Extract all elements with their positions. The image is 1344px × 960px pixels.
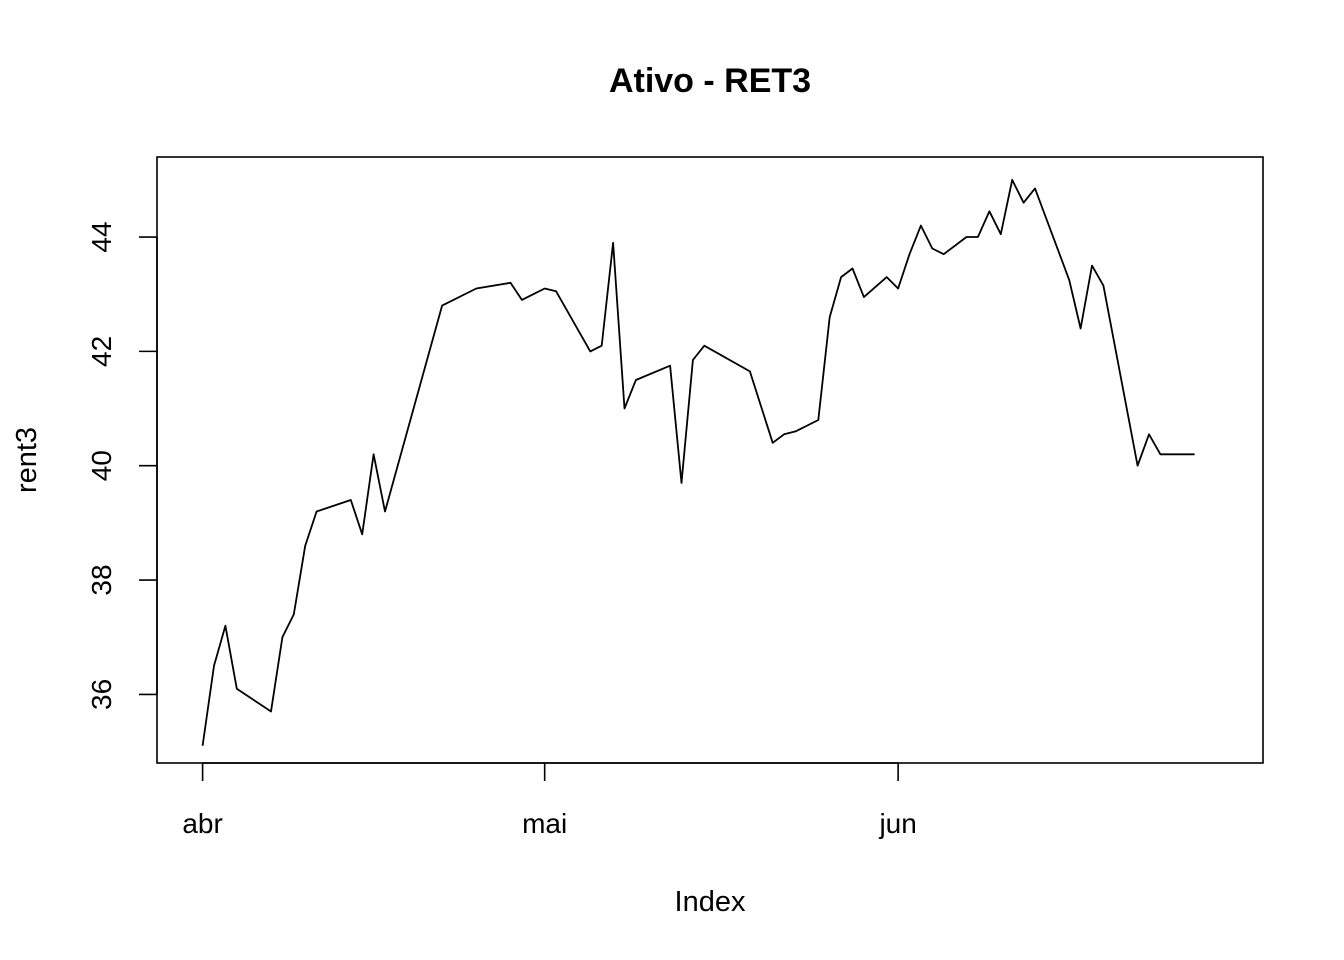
x-tick-label: jun <box>878 808 916 839</box>
y-tick-label: 44 <box>86 221 117 252</box>
x-axis: abr mai jun <box>182 762 917 839</box>
series-line <box>201 178 1195 746</box>
y-axis-label: rent3 <box>11 427 43 493</box>
series-layer <box>201 178 1195 746</box>
x-axis-label: Index <box>675 886 746 918</box>
y-tick-label: 38 <box>86 564 117 595</box>
x-tick-label: mai <box>522 808 567 839</box>
chart-title: Ativo - RET3 <box>609 62 811 100</box>
y-axis: 36 38 40 42 44 <box>86 221 158 710</box>
y-tick-label: 42 <box>86 336 117 367</box>
plot-frame <box>156 156 1264 764</box>
x-tick-label: abr <box>182 808 222 839</box>
y-tick-label: 36 <box>86 679 117 710</box>
y-tick-label: 40 <box>86 450 117 481</box>
